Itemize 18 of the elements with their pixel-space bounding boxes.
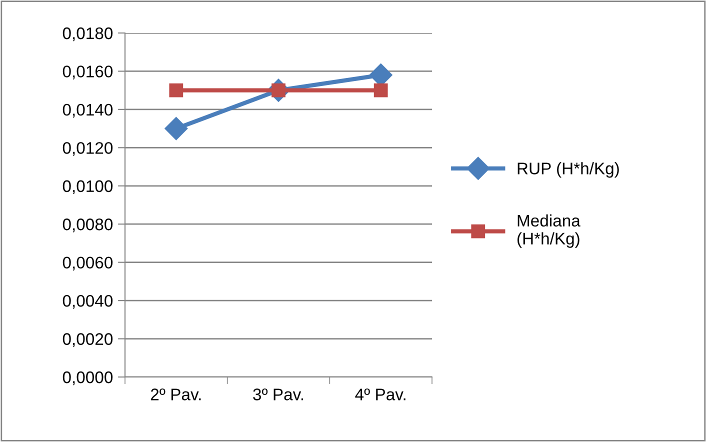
x-tick-label: 3º Pav. — [253, 388, 304, 400]
point — [169, 83, 184, 98]
legend-label: RUP (H*h/Kg) — [518, 162, 619, 178]
x-tick-label: 2º Pav. — [150, 388, 201, 400]
point — [164, 117, 188, 140]
y-tick-label: 0,0160 — [62, 66, 113, 80]
y-tick-label: 0,0140 — [62, 104, 113, 118]
x-tick-label: 4º Pav. — [355, 388, 406, 400]
legend-label: Mediana (H*h/Kg) — [518, 214, 580, 248]
y-tick-label: 0,0040 — [62, 294, 113, 309]
y-tick-label: 0,0060 — [62, 256, 113, 271]
y-tick-label: 0,0080 — [62, 218, 113, 232]
y-tick-label: 0,0020 — [62, 333, 113, 347]
y-tick-label: 0,0100 — [62, 180, 113, 194]
y-tick-label: 0,0000 — [62, 371, 113, 386]
y-tick-label: 0,0120 — [62, 142, 113, 156]
point — [374, 83, 388, 98]
y-tick-label: 0,0180 — [62, 27, 113, 42]
